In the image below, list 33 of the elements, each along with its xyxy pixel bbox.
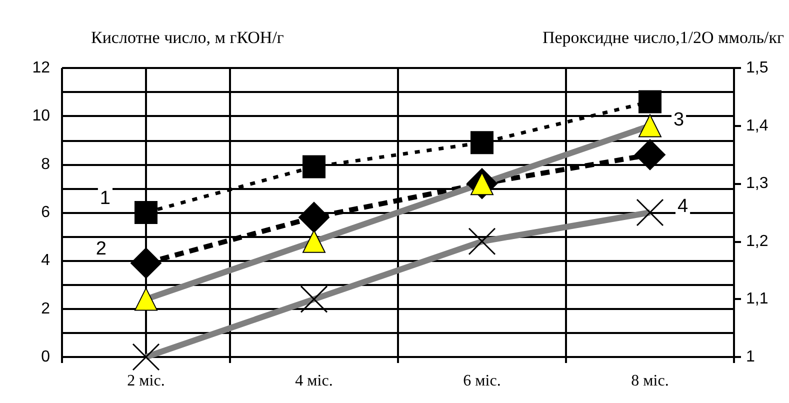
point	[634, 139, 666, 170]
y-tick-label: 6	[41, 204, 50, 221]
point	[470, 131, 494, 154]
point	[134, 201, 158, 224]
x-tick-label: 8 міс.	[631, 372, 669, 390]
y2-tick-label: 1,5	[746, 60, 768, 76]
x-tick-label: 6 міс.	[463, 372, 501, 390]
series-label: 3	[674, 109, 684, 130]
y2-tick-label: 1,2	[746, 232, 768, 250]
point	[302, 155, 326, 178]
y-tick-label: 10	[32, 108, 50, 125]
y2-tick-label: 1,3	[746, 175, 768, 192]
y-axis-title: Кислотне число, м гКОН/г	[91, 28, 284, 47]
x-tick-label: 4 міс.	[295, 372, 333, 390]
point	[302, 230, 326, 253]
point	[130, 248, 162, 279]
series-label: 2	[96, 238, 106, 260]
y-tick-label: 4	[41, 252, 50, 270]
y2-tick-label: 1,1	[746, 290, 768, 308]
point	[638, 90, 662, 114]
point	[134, 288, 158, 311]
y2-tick-label: 1,4	[746, 117, 768, 134]
series-label: 4	[678, 196, 688, 217]
y2-axis-title: Пероксидне число,1/2О ммоль/кг	[542, 28, 784, 47]
y2-tick-label: 1	[746, 348, 755, 366]
series-label: 1	[100, 188, 110, 209]
y-tick-label: 8	[41, 156, 50, 173]
point	[638, 114, 662, 138]
x-tick-label: 2 міс.	[127, 372, 165, 390]
y-tick-label: 0	[41, 348, 50, 366]
point	[298, 202, 330, 233]
y-tick-label: 2	[41, 300, 50, 318]
y-tick-label: 12	[32, 60, 50, 76]
